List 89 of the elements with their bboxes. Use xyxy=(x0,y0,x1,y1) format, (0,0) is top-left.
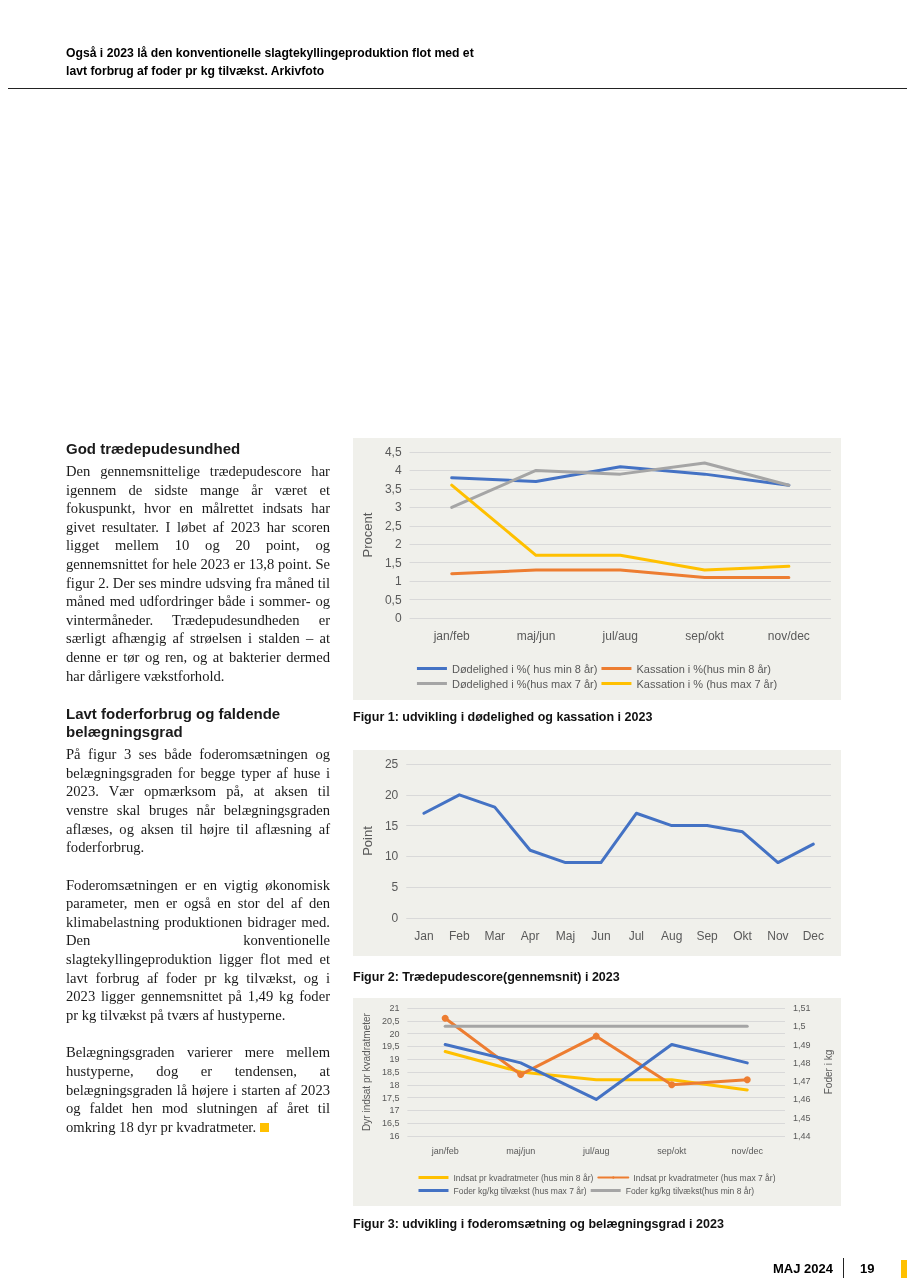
y2-tick-label: 1,49 xyxy=(793,1039,811,1050)
point xyxy=(668,1081,676,1089)
y-axis-title: Point xyxy=(360,825,375,856)
x-tick-label: maj/jun xyxy=(506,1145,536,1156)
text: Den gennemsnittelige trædepudescore har igennem de sidste mange år været et fokuspunkt, hvor en målrettet indsats har givet resultater. I løbet af 2023 har scoren ligget mellem 10 og 20 point, og gennemsnittet for hele 2023 er 13,8 point. Se figur 2. Der ses mindre udsving fra måned til måned med udfordringer både i sommer- og vintermåneder. Trædepudesundheden er særligt afhængig af strøelsen i stalden – at denne er tør og ren, og at bakterier dermed har dårligere vækstforhold. xyxy=(66,463,330,684)
legend-label: Kassation i % (hus max 7 år) xyxy=(636,677,778,690)
y2-tick-label: 1,51 xyxy=(793,1003,811,1013)
legend-label: Indsat pr kvadratmeter (hus max 7 år) xyxy=(633,1172,776,1183)
y2-tick-label: 1,45 xyxy=(793,1112,811,1123)
point xyxy=(517,1071,525,1079)
y-tick-label: 1,5 xyxy=(384,555,402,570)
text: Figur 3: udvikling i foderomsætning og belægningsgrad i 2023 xyxy=(353,1217,725,1231)
y2-axis-title: Foder i kg xyxy=(822,1049,834,1095)
y-tick-label: 4,5 xyxy=(384,445,402,459)
text: Foderomsætningen er en vigtig økonomisk parameter, men er også en stor del af den klimabelastning produktionen bidrager med. Den konventionelle slagtekyllingeproduktion ligger flot med et lavt forbrug af foder pr kg tilvækst, og i 2023 ligger gennemsnittet på 1,49 kg foder pr kg tilvækst på tværs af hustyperne. xyxy=(66,875,330,1025)
legend-label: Kassation i %(hus min 8 år) xyxy=(636,662,771,675)
x-tick-label: jul/aug xyxy=(601,629,638,643)
y2-tick-label: 1,46 xyxy=(793,1094,811,1105)
y-tick-label: 19,5 xyxy=(381,1041,400,1052)
x-tick-label: Aug xyxy=(661,929,683,943)
x-tick-label: Mar xyxy=(484,929,506,943)
text: MAJ 2024 xyxy=(773,1261,833,1276)
x-tick-label: Jun xyxy=(591,929,611,943)
text: Figur 1: udvikling i dødelighed og kassation i 2023 xyxy=(353,710,654,724)
x-tick-label: Jan xyxy=(414,929,434,943)
y2-tick-label: 1,44 xyxy=(793,1131,811,1141)
y-tick-label: 0 xyxy=(394,611,402,625)
y-axis-title: Procent xyxy=(360,512,375,558)
y-tick-label: 3 xyxy=(394,500,402,515)
point xyxy=(743,1076,751,1084)
point xyxy=(592,1032,600,1040)
y-tick-label: 18,5 xyxy=(381,1067,400,1077)
text: 19 xyxy=(860,1261,875,1276)
x-tick-label: Nov xyxy=(767,929,789,943)
y-tick-label: 0,5 xyxy=(384,592,402,607)
line-series xyxy=(450,483,791,572)
y-tick-label: 3,5 xyxy=(384,481,402,496)
point xyxy=(441,1014,449,1022)
y-tick-label: 15 xyxy=(384,818,399,833)
y-tick-label: 16,5 xyxy=(381,1118,400,1129)
y2-tick-label: 1,47 xyxy=(793,1076,811,1087)
y-tick-label: 25 xyxy=(384,757,399,771)
y-tick-label: 20,5 xyxy=(381,1015,400,1026)
line-series xyxy=(422,793,815,865)
y-tick-label: 18 xyxy=(389,1079,400,1090)
y-tick-label: 20 xyxy=(384,787,399,802)
legend-label: Indsat pr kvadratmeter (hus min 8 år) xyxy=(453,1172,594,1183)
x-tick-label: sep/okt xyxy=(685,629,725,643)
y-tick-label: 5 xyxy=(391,880,399,895)
text: På figur 3 ses både foderomsætningen og belægningsgraden for begge typer af huse i 2023. Vær opmærksom på, at aksen til venstre skal bruges når belægningsgraden aflæses, og aksen til højre til aflæsning af foderforbrug. xyxy=(66,745,330,857)
legend-label: Foder kg/kg tilvækst(hus min 8 år) xyxy=(625,1185,755,1196)
y-tick-label: 16 xyxy=(389,1131,400,1141)
x-tick-label: Jul xyxy=(628,929,644,943)
x-tick-label: Okt xyxy=(733,929,753,943)
text: Også i 2023 lå den konventionelle slagtekyllingeproduktion flot med et lavt forbrug af foder pr kg tilvækst. Arkivfoto xyxy=(66,45,475,80)
y-tick-label: 17 xyxy=(389,1105,400,1116)
text: God trædepudesundhed xyxy=(66,440,242,458)
text: Figur 2: Trædepudescore(gennemsnit) i 2023 xyxy=(353,970,621,984)
text: Belægningsgraden varierer mere mellem hustyperne, dog er tendensen, at belægningsgraden lå højere i starten af 2023 og faldet hen mod slutningen af året til omkring 18 dyr pr kvadratmeter. xyxy=(66,1043,330,1137)
x-tick-label: nov/dec xyxy=(731,1145,764,1156)
x-tick-label: nov/dec xyxy=(767,629,810,643)
legend-label: Foder kg/kg tilvækst (hus max 7 år) xyxy=(453,1185,587,1196)
y2-tick-label: 1,48 xyxy=(793,1057,811,1068)
x-tick-label: Sep xyxy=(696,929,719,943)
y2-tick-label: 1,5 xyxy=(793,1021,806,1032)
y-tick-label: 0 xyxy=(391,911,399,925)
y-tick-label: 21 xyxy=(389,1003,400,1013)
legend-label: Dødelighed i %( hus min 8 år) xyxy=(451,662,598,675)
line-series xyxy=(450,461,791,509)
x-tick-label: Feb xyxy=(449,929,470,943)
y-tick-label: 19 xyxy=(389,1054,400,1065)
y-tick-label: 2,5 xyxy=(384,518,402,533)
x-tick-label: Maj xyxy=(555,929,576,943)
x-tick-label: jul/aug xyxy=(581,1145,610,1156)
y-tick-label: 1 xyxy=(394,574,402,589)
y-tick-label: 17,5 xyxy=(381,1092,400,1103)
x-tick-label: maj/jun xyxy=(516,629,556,643)
x-tick-label: sep/okt xyxy=(657,1145,687,1156)
text: Lavt foderforbrug og faldende belægningsgrad xyxy=(66,705,282,742)
x-tick-label: Dec xyxy=(802,929,824,943)
y-tick-label: 20 xyxy=(389,1028,400,1039)
y-axis-title: Dyr indsat pr kvadratmeter xyxy=(360,1012,372,1131)
x-tick-label: Apr xyxy=(520,929,540,943)
y-tick-label: 10 xyxy=(384,849,399,864)
x-tick-label: jan/feb xyxy=(432,629,471,643)
y-tick-label: 4 xyxy=(394,463,402,478)
x-tick-label: jan/feb xyxy=(430,1145,459,1156)
y-tick-label: 2 xyxy=(394,537,402,552)
legend-label: Dødelighed i %(hus max 7 år) xyxy=(451,677,598,690)
